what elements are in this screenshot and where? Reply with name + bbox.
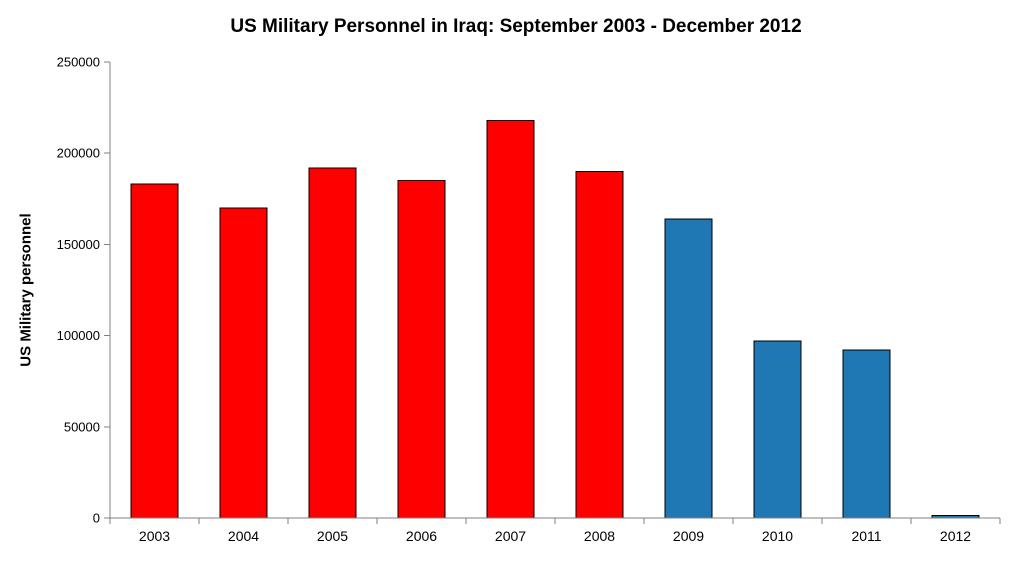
y-tick-label: 100000 (57, 328, 100, 343)
bar-2006 (397, 180, 446, 519)
y-tick-label: 50000 (64, 419, 100, 434)
x-tick-label: 2006 (406, 528, 437, 544)
bar-2003 (130, 183, 179, 519)
bar-2011 (842, 349, 891, 519)
y-axis-title: US Military personnel (17, 213, 35, 367)
bar-2004 (219, 207, 268, 519)
bar-2007 (486, 119, 535, 519)
x-tick-label: 2004 (228, 528, 259, 544)
x-tick-label: 2012 (940, 528, 971, 544)
x-tick-label: 2007 (495, 528, 526, 544)
y-tick-label: 250000 (57, 55, 100, 70)
x-tick-label: 2003 (139, 528, 170, 544)
x-tick-label: 2010 (762, 528, 793, 544)
x-tick-label: 2009 (673, 528, 704, 544)
y-tick-label: 150000 (57, 237, 100, 252)
bar-2010 (753, 340, 802, 519)
bar-2005 (308, 167, 357, 519)
y-tick-label: 0 (93, 511, 100, 526)
bar-2009 (664, 218, 713, 519)
bar-2008 (575, 170, 624, 519)
chart-title: US Military Personnel in Iraq: September… (230, 16, 802, 37)
x-tick-label: 2008 (584, 528, 615, 544)
x-tick-label: 2011 (851, 528, 881, 544)
x-tick-label: 2005 (317, 528, 348, 544)
y-tick-label: 200000 (57, 146, 100, 161)
